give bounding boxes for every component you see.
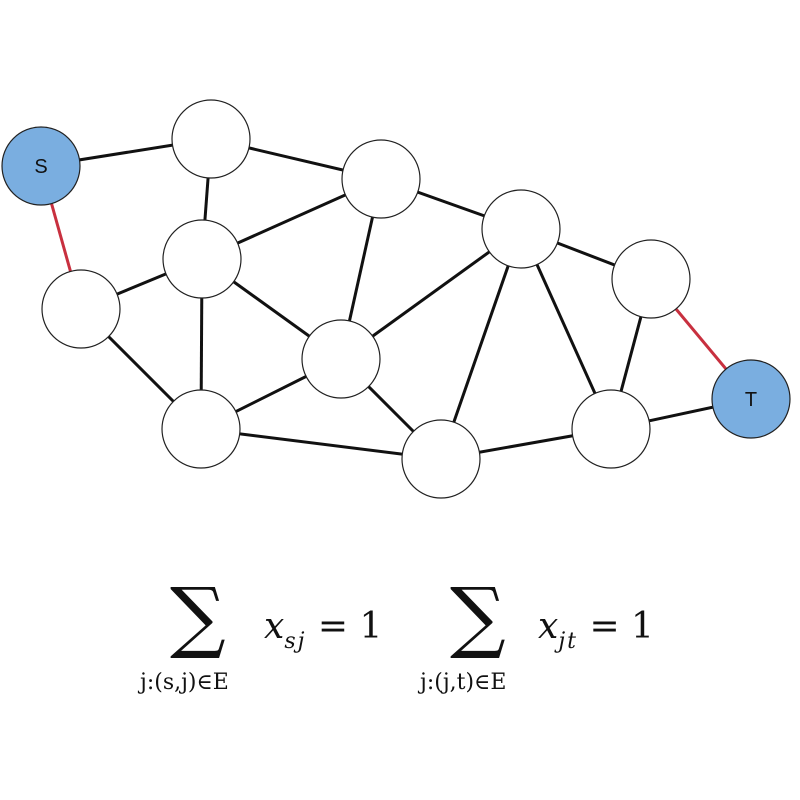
equals-one: = 1 <box>317 606 383 647</box>
node-circle <box>161 389 241 469</box>
sink-flow-term: xjt = 1 <box>538 606 654 654</box>
equals-one: = 1 <box>589 606 654 647</box>
node-circle <box>171 99 251 179</box>
graph-node <box>611 239 691 319</box>
edge-h-i <box>200 427 442 461</box>
edge-g-i <box>439 228 523 460</box>
node-circle <box>611 239 691 319</box>
summation-symbol: ∑ <box>170 572 226 662</box>
flow-variable-index: sj <box>284 629 307 654</box>
source-summation-range: j:(s,j)∈E <box>140 670 229 695</box>
sink-summation-range: j:(j,t)∈E <box>420 670 507 695</box>
flow-constraints: ∑ j:(s,j)∈E xsj = 1 ∑ j:(j,t)∈E xjt = 1 <box>0 578 800 718</box>
node-label: S <box>34 156 47 178</box>
graph-node <box>481 189 561 269</box>
flow-network-graph: ST <box>1 99 791 499</box>
node-circle <box>571 389 651 469</box>
graph-node <box>161 389 241 469</box>
node-circle <box>341 139 421 219</box>
graph-node <box>301 319 381 399</box>
node-label: T <box>745 389 757 411</box>
graph-node <box>401 419 481 499</box>
graph-node <box>571 389 651 469</box>
node-circle <box>481 189 561 269</box>
nodes-layer: ST <box>1 99 791 499</box>
graph-node <box>171 99 251 179</box>
summation-symbol: ∑ <box>450 572 506 662</box>
sink-node: T <box>711 359 791 439</box>
node-circle <box>1 126 81 206</box>
node-circle <box>301 319 381 399</box>
flow-variable: x <box>264 606 285 647</box>
node-circle <box>711 359 791 439</box>
graph-node <box>162 219 242 299</box>
graph-node <box>41 269 121 349</box>
node-circle <box>41 269 121 349</box>
graph-node <box>341 139 421 219</box>
source-node: S <box>1 126 81 206</box>
flow-variable-index: jt <box>558 629 578 654</box>
flow-variable: x <box>538 606 559 647</box>
source-flow-term: xsj = 1 <box>264 606 383 654</box>
node-circle <box>162 219 242 299</box>
node-circle <box>401 419 481 499</box>
